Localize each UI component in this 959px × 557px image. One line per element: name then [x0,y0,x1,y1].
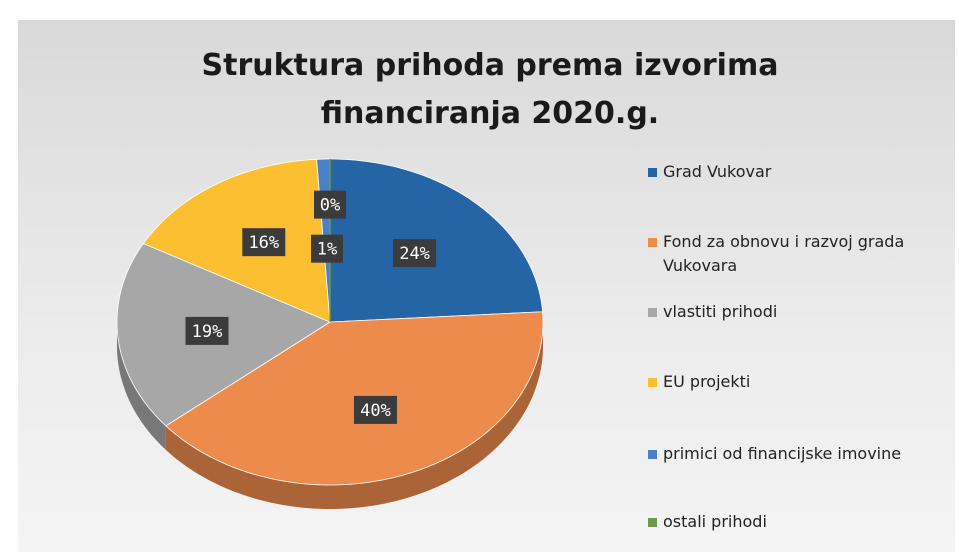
slice-side [165,322,543,509]
legend-swatch [648,238,657,247]
data-label-box [393,239,437,268]
legend-item: ostali prihodi [648,510,948,534]
data-label-box [310,234,343,263]
slice [329,158,544,323]
slice-side [117,322,166,450]
legend-label: EU projekti [663,372,751,391]
slice [142,158,331,323]
data-label: 0% [320,196,340,216]
legend-swatch [648,518,657,527]
legend-swatch [648,378,657,387]
legend-swatch [648,168,657,177]
data-label-box [185,316,229,345]
data-label: 19% [192,322,223,342]
data-label-box [242,228,286,257]
data-label-box [314,190,346,219]
legend-item: EU projekti [648,370,948,394]
legend-label: Fond za obnovu i razvoj grada Vukovara [663,232,905,275]
chart-title: Struktura prihoda prema izvorima financi… [201,48,779,131]
legend-label: vlastiti prihodi [663,302,778,321]
data-label: 24% [399,244,430,264]
legend-label: Grad Vukovar [663,162,772,181]
data-label: 1% [317,240,337,260]
legend-item: Grad Vukovar [648,160,948,184]
legend-item: Fond za obnovu i razvoj grada Vukovara [648,230,948,278]
legend-label: ostali prihodi [663,512,767,531]
legend-item: primici od financijske imovine [648,442,948,466]
legend-swatch [648,308,657,317]
data-label: 16% [248,233,279,253]
legend-item: vlastiti prihodi [648,300,948,324]
legend-swatch [648,450,657,459]
legend-label: primici od financijske imovine [663,444,902,463]
data-label: 40% [360,401,391,421]
data-label-box [353,395,397,424]
